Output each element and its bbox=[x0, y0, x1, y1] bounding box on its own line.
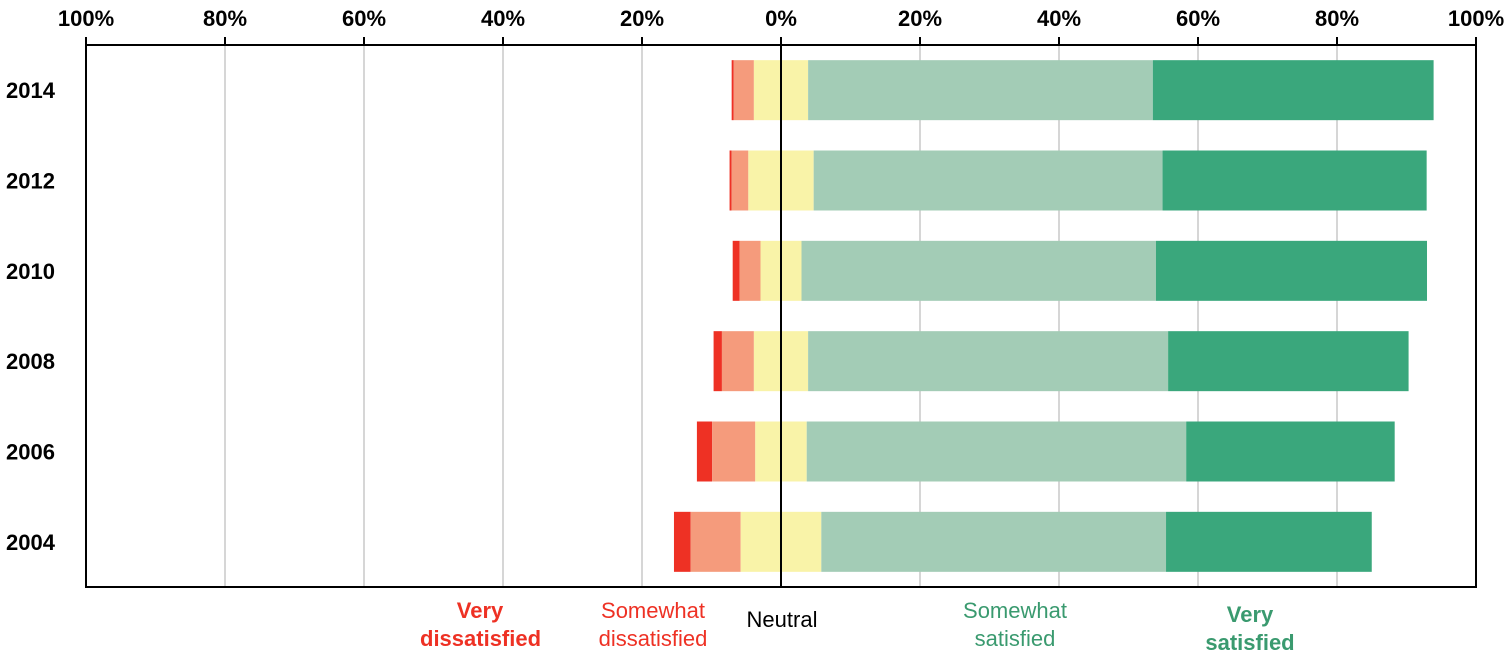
bar-segment-2004-3 bbox=[821, 511, 1167, 572]
bar-segment-2008-0 bbox=[713, 331, 722, 392]
bar-segment-2006-3 bbox=[806, 421, 1187, 482]
bar-segment-2008-4 bbox=[1168, 331, 1409, 392]
x-tick-label: 100% bbox=[1448, 6, 1504, 31]
legend-somewhat-dissatisfied: Somewhat dissatisfied bbox=[578, 597, 728, 653]
bar-segment-2012-4 bbox=[1162, 150, 1427, 211]
bar-segment-2012-1 bbox=[731, 150, 749, 211]
category-labels: 2014 2012 2010 2008 2006 2004 bbox=[6, 78, 56, 555]
category-label: 2014 bbox=[6, 78, 56, 103]
x-tick-label: 20% bbox=[620, 6, 664, 31]
bar-segment-2012-3 bbox=[813, 150, 1163, 211]
bar-segment-2010-3 bbox=[801, 240, 1156, 301]
x-tick-label: 80% bbox=[1315, 6, 1359, 31]
legend-very-satisfied: Very satisfied bbox=[1200, 601, 1300, 657]
bar-segment-2014-0 bbox=[731, 60, 734, 121]
x-tick-label: 60% bbox=[1176, 6, 1220, 31]
x-tick-label: 60% bbox=[342, 6, 386, 31]
bar-segment-2014-1 bbox=[733, 60, 754, 121]
x-tick-label: 100% bbox=[58, 6, 114, 31]
category-label: 2010 bbox=[6, 259, 55, 284]
legend-very-dissatisfied: Very dissatisfied bbox=[420, 597, 542, 653]
bar-segment-2004-0 bbox=[673, 511, 691, 572]
legend-somewhat-satisfied-line1: Somewhat bbox=[963, 598, 1067, 623]
legend-somewhat-satisfied: Somewhat satisfied bbox=[940, 597, 1090, 653]
legend-somewhat-dissatisfied-line1: Somewhat bbox=[601, 598, 705, 623]
bars bbox=[673, 60, 1434, 572]
legend-neutral-line1: Neutral bbox=[746, 607, 818, 632]
bar-segment-2004-4 bbox=[1166, 511, 1372, 572]
legend-somewhat-dissatisfied-line2: dissatisfied bbox=[598, 626, 708, 651]
legend-very-satisfied-line1: Very bbox=[1226, 602, 1274, 627]
bar-segment-2010-4 bbox=[1155, 240, 1428, 301]
x-tick-label: 0% bbox=[765, 6, 797, 31]
x-tick-label: 40% bbox=[1037, 6, 1081, 31]
bar-segment-2006-1 bbox=[712, 421, 756, 482]
legend-somewhat-satisfied-line2: satisfied bbox=[974, 626, 1056, 651]
axes bbox=[85, 37, 1477, 588]
category-label: 2006 bbox=[6, 440, 55, 465]
legend-very-satisfied-line2: satisfied bbox=[1205, 630, 1295, 655]
bar-segment-2008-3 bbox=[808, 331, 1169, 392]
bar-segment-2008-1 bbox=[721, 331, 754, 392]
bar-segment-2014-4 bbox=[1152, 60, 1434, 121]
category-label: 2012 bbox=[6, 169, 55, 194]
bar-segment-2010-0 bbox=[732, 240, 740, 301]
x-tick-labels: 100% 80% 60% 40% 20% 0% 20% 40% 60% 80% 100% bbox=[58, 6, 1504, 31]
bar-segment-2010-1 bbox=[739, 240, 761, 301]
legend-very-dissatisfied-line1: Very bbox=[456, 598, 504, 623]
x-tick-label: 20% bbox=[898, 6, 942, 31]
bar-segment-2014-3 bbox=[808, 60, 1153, 121]
bar-segment-2006-0 bbox=[696, 421, 713, 482]
legend-neutral: Neutral bbox=[736, 606, 828, 634]
bar-segment-2004-1 bbox=[690, 511, 741, 572]
category-label: 2004 bbox=[6, 530, 56, 555]
x-tick-label: 40% bbox=[481, 6, 525, 31]
gridlines bbox=[224, 45, 1338, 587]
bar-segment-2006-4 bbox=[1186, 421, 1395, 482]
legend-very-dissatisfied-line2: dissatisfied bbox=[420, 626, 542, 651]
category-label: 2008 bbox=[6, 349, 55, 374]
x-tick-label: 80% bbox=[203, 6, 247, 31]
bar-segment-2012-0 bbox=[729, 150, 732, 211]
